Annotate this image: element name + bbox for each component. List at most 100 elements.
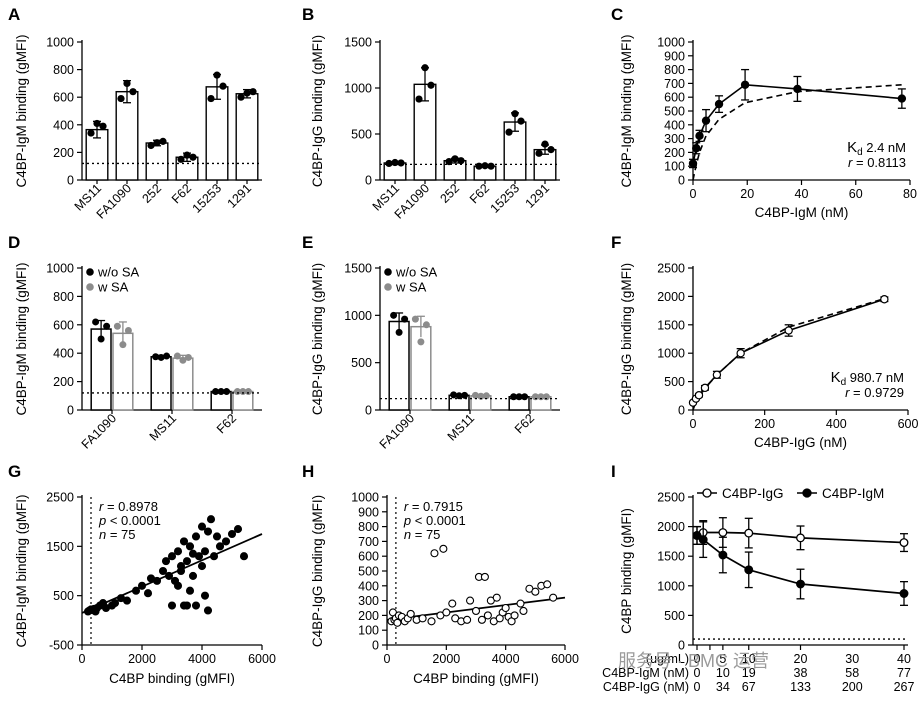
panel-b-x-tick-label: F62 [467,181,492,206]
panel-h-x-tick-label: 0 [384,652,391,666]
panel-c-x-tick-label: 40 [795,187,809,201]
panel-f-r-value: = 0.9729 [849,385,904,400]
panel-a-point [237,93,245,101]
panel-g-point [161,557,171,566]
panel-c-x-tick-label: 0 [690,187,697,201]
panel-d-y-tick-label: 400 [53,347,74,361]
panel-b-point [517,117,525,125]
panel-g-x-tick-label: 6000 [248,652,276,666]
panel-e-x-tick-label: FA1090 [377,411,417,451]
panel-g-point [233,525,243,534]
panel-f-point [712,370,722,379]
panel-g-point [122,596,132,605]
panel-a-point [189,153,197,161]
panel-a-y-tick-label: 800 [53,63,74,77]
panel-g-ylabel: C4BP-IgM binding (gMFI) [14,494,29,647]
panel-b-point [487,162,495,170]
panel-c-point [714,99,724,109]
panel-i-point [899,538,909,548]
panel-h-y-tick-label: 200 [358,609,379,623]
panel-h-y-tick-label: 1000 [351,491,379,505]
panel-h-y-tick-label: 800 [358,520,379,534]
panel-h-stat-value: < 0.0001 [411,513,466,528]
panel-g-point [167,552,177,561]
panel-g-point [173,547,183,556]
panel-c-point [692,144,701,153]
panel-g-point [227,529,237,539]
panel-a-ylabel: C4BP-IgM binding (gMFI) [14,34,29,187]
panel-e-point [401,315,409,323]
panel-g-point [173,581,183,590]
panel-d-point [119,341,127,349]
panel-g-xlabel: C4BP binding (gMFI) [109,671,235,686]
panel-d-x-tick-label: FA1090 [79,411,119,451]
panel-i-row-value: 10 [742,652,756,666]
panel-b-y-tick-label: 1000 [344,82,372,96]
panel-e-legend-marker [384,268,392,276]
panel-b-point [505,128,513,136]
panel-b-ylabel: C4BP-IgG binding (gMFI) [310,35,325,187]
panel-a-y-tick-label: 400 [53,118,74,132]
panel-c-point [740,80,750,89]
panel-a-point [213,71,221,79]
panel-f-point [736,349,745,358]
panel-c-x-tick-label: 60 [849,187,863,201]
panel-f-kd-annotation: Kd 980.7 nM [831,369,904,388]
panel-d-point [244,388,252,396]
panel-i-row-value: 10 [716,666,730,680]
panel-b-letter: B [302,5,314,24]
panel-a-letter: A [8,5,20,24]
panel-h-ylabel: C4BP-IgG binding (gMFI) [310,495,325,647]
panel-b-y-tick-label: 500 [351,128,372,142]
panel-h-y-tick-label: 600 [358,550,379,564]
panel-c-fit-curve [692,83,902,181]
panel-e-y-tick-label: 500 [351,356,372,370]
panel-d-y-tick-label: 200 [53,375,74,389]
panel-i-row-value: 67 [742,680,756,694]
panel-g-x-tick-label: 0 [79,652,86,666]
panel-c-y-tick-label: 100 [664,160,685,174]
panel-b-point [385,159,393,168]
panel-h-point [418,614,427,623]
panel-d-point [103,322,111,330]
panel-f-x-tick-label: 600 [898,417,919,431]
panel-i-legend-marker [802,488,812,498]
panel-b-point [445,158,453,166]
panel-d-y-tick-label: 1000 [46,262,74,276]
panel-h-point [510,611,519,620]
panel-d-point [239,388,247,396]
panel-i-letter: I [611,462,616,481]
panel-a-y-tick-label: 0 [67,174,74,188]
panel-g-stat-r: r = 0.8978 [99,499,158,514]
panel-g-point [158,566,168,576]
panel-c-point [688,159,698,168]
panel-c-r-symbol: r [848,155,853,170]
panel-b-point [511,110,519,118]
panel-d-x-tick-label: F62 [214,411,239,436]
panel-b-point [427,81,435,89]
panel-f-y-tick-label: 500 [664,375,685,389]
panel-g-x-tick-label: 4000 [188,652,216,666]
panel-d-legend-label: w SA [97,280,129,295]
panel-b-point [541,140,549,148]
panel-g-point [152,576,162,585]
panel-c-point [701,116,711,125]
panel-i-point [692,531,702,540]
panel-g-point [221,537,231,546]
panel-a-y-tick-label: 1000 [46,36,74,50]
panel-c-y-tick-label: 500 [664,105,685,119]
panel-i-row-value: 267 [894,680,915,694]
panel-d-legend-label: w/o SA [97,265,140,280]
panel-g-point [137,581,147,590]
panel-c-y-tick-label: 800 [664,63,685,77]
panel-a-point [207,94,215,103]
panel-i-point [796,533,805,543]
panel-a-point [87,129,95,137]
panel-i-row-label: C4BP-IgM (nM) [602,666,689,680]
panel-g-point [197,562,207,571]
panel-c-letter: C [611,5,623,24]
panel-a-point [99,122,107,130]
panel-g-point [176,562,186,571]
panel-e-x-tick-label: MS11 [445,411,477,443]
panel-h-point [406,609,415,618]
